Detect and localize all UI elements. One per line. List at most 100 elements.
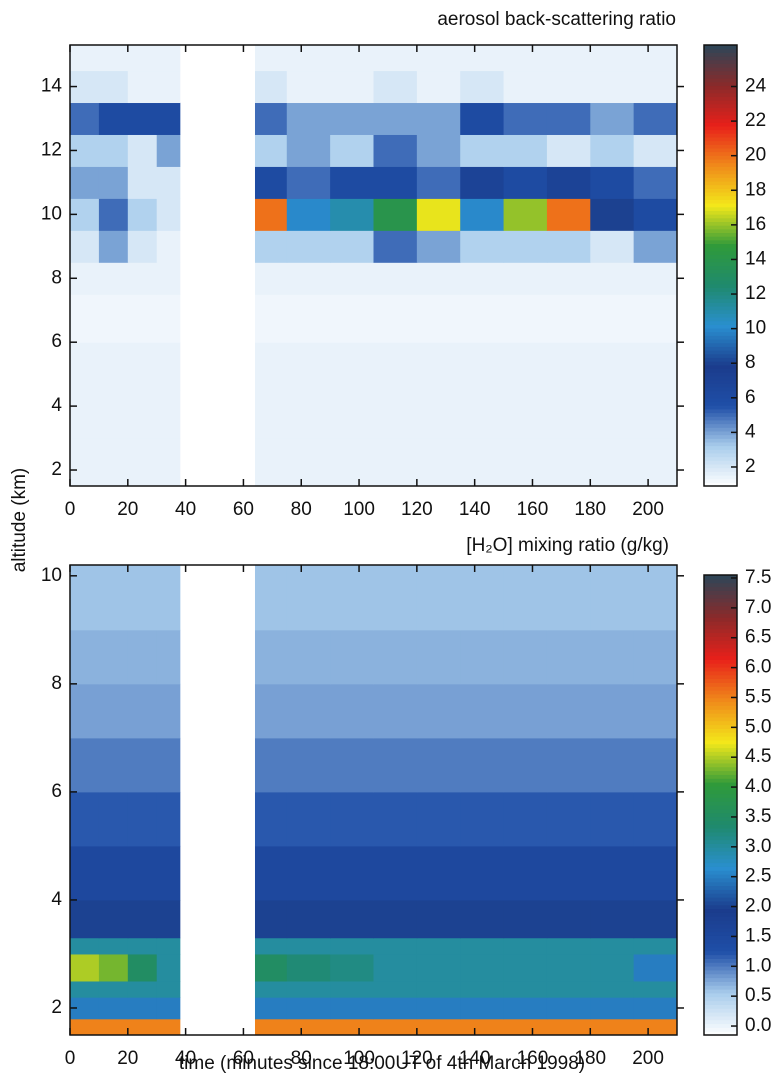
colorbar-strip (704, 613, 737, 618)
colorbar-strip (704, 732, 737, 737)
colorbar-tick-label: 3.0 (745, 836, 771, 857)
heatmap-cell (70, 1018, 100, 1036)
colorbar-strip (704, 759, 737, 764)
heatmap-cell (546, 845, 591, 901)
colorbar-strip (704, 774, 737, 779)
heatmap-cell (330, 997, 374, 1020)
heatmap-cell (373, 845, 418, 901)
heatmap-cell (460, 438, 505, 487)
heatmap-cell (70, 997, 100, 1020)
x-tick-label: 140 (459, 1048, 491, 1069)
colorbar-strip (704, 298, 737, 303)
heatmap-cell (590, 45, 635, 72)
heatmap-cell (416, 134, 461, 167)
colorbar-strip (704, 261, 737, 267)
colorbar-strip (704, 133, 737, 138)
heatmap-cell (460, 134, 505, 167)
heatmap-cell (460, 683, 505, 739)
colorbar-strip (704, 877, 737, 883)
colorbar-strip (704, 236, 737, 241)
colorbar-strip (704, 265, 737, 270)
colorbar-strip (704, 789, 737, 795)
heatmap-cell (127, 45, 158, 72)
heatmap-cell (546, 980, 591, 998)
heatmap-cell (286, 438, 331, 487)
heatmap-cell (127, 262, 158, 295)
colorbar-strip (704, 107, 737, 112)
heatmap-cell (590, 845, 635, 901)
heatmap-cell (127, 937, 158, 955)
colorbar-strip (704, 590, 737, 595)
colorbar-strip (704, 889, 737, 894)
heatmap-cell (70, 342, 100, 391)
y-tick-label: 10 (41, 565, 62, 586)
colorbar-strip (704, 640, 737, 645)
colorbar-tick-label: 2 (745, 456, 756, 477)
heatmap-cell (70, 45, 100, 72)
heatmap-cell (546, 70, 591, 104)
colorbar-tick-label: 0.5 (745, 985, 771, 1006)
colorbar-strip (704, 85, 737, 90)
heatmap-cell (546, 294, 591, 343)
heatmap-cell (633, 438, 678, 487)
heatmap-cell (127, 166, 158, 199)
heatmap-cell (254, 683, 288, 739)
heatmap-cell (460, 737, 505, 793)
colorbar-strip (704, 950, 737, 956)
heatmap-cell (98, 102, 129, 135)
heatmap-cell (373, 438, 418, 487)
heatmap-cell (460, 899, 505, 939)
y-tick-label: 4 (51, 395, 62, 416)
heatmap-cell (98, 937, 129, 955)
heatmap-cell (373, 134, 418, 167)
colorbar-strip (704, 912, 737, 917)
heatmap-cell (503, 629, 548, 685)
heatmap-cell (590, 134, 635, 167)
heatmap-cell (254, 845, 288, 901)
colorbar-strip (704, 339, 737, 344)
colorbar-tick-label: 22 (745, 110, 766, 131)
heatmap-cell (633, 134, 678, 167)
heatmap-cell (503, 683, 548, 739)
colorbar-strip (704, 751, 737, 756)
colorbar-strip (704, 89, 737, 94)
colorbar-strip (704, 690, 737, 695)
heatmap-cell (373, 953, 418, 982)
heatmap-cell (330, 198, 374, 231)
colorbar-strip (704, 958, 737, 963)
colorbar-tick-label: 18 (745, 179, 766, 200)
colorbar-strip (704, 598, 737, 603)
heatmap-cell (127, 1018, 158, 1036)
heatmap-cell (254, 134, 288, 167)
colorbar-strip (704, 962, 737, 967)
heatmap-cell (416, 565, 461, 631)
heatmap-cell (254, 230, 288, 263)
heatmap-cell (330, 342, 374, 391)
heatmap-cell (98, 134, 129, 167)
colorbar-strip (704, 820, 737, 825)
heatmap-cell (503, 166, 548, 199)
colorbar-strip (704, 977, 737, 982)
heatmap-cell (254, 390, 288, 439)
heatmap-cell (156, 342, 181, 391)
colorbar-strip (704, 713, 737, 718)
heatmap-cell (127, 102, 158, 135)
heatmap-cell (546, 45, 591, 72)
y-tick-label: 4 (51, 889, 62, 910)
colorbar-strip (704, 801, 737, 806)
colorbar-strip (704, 100, 737, 105)
colorbar-strip (704, 155, 737, 160)
heatmap-cell (127, 791, 158, 847)
heatmap-cell (633, 166, 678, 199)
colorbar-strip (704, 460, 737, 465)
heatmap-cell (416, 342, 461, 391)
colorbar-strip (704, 441, 737, 447)
heatmap-cell (156, 1018, 181, 1036)
colorbar-strip (704, 136, 737, 142)
heatmap-cell (460, 294, 505, 343)
heatmap-cell (503, 737, 548, 793)
y-tick-label: 2 (51, 459, 62, 480)
colorbar-strip (704, 851, 737, 856)
y-tick-label: 12 (41, 139, 62, 160)
